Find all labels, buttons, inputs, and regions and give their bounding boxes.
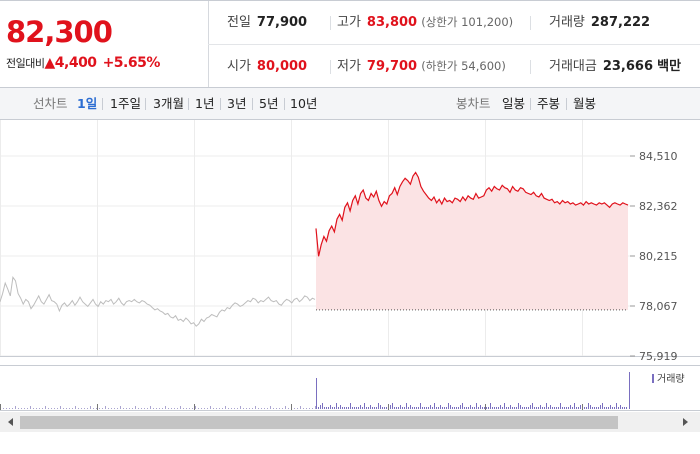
change-percent: +5.65%: [102, 55, 161, 71]
scrollbar-thumb[interactable]: [20, 416, 618, 429]
today-area-fill: [316, 172, 628, 310]
period-3y-button[interactable]: 3년: [227, 96, 247, 111]
divider: [330, 60, 331, 74]
weekly-candle-button[interactable]: 주봉: [537, 96, 561, 111]
stat-low: 저가 79,700 (하한가 54,600): [337, 45, 506, 88]
today-series: [315, 171, 629, 311]
today-price-line: [315, 171, 629, 257]
stat-value: 23,666: [602, 59, 654, 74]
row-divider: [208, 44, 700, 45]
period-1w-button[interactable]: 1주일: [110, 96, 141, 111]
y-tick-label: 84,510: [639, 150, 678, 163]
divider: [252, 98, 253, 110]
up-arrow-icon: ▲: [44, 55, 55, 71]
divider: [566, 98, 567, 110]
chart-scrollbar[interactable]: [0, 412, 700, 432]
price-panel: 82,300 전일대비▲4,400 +5.65%: [0, 1, 209, 87]
stat-label: 고가: [337, 15, 361, 30]
upper-limit: (상한가 101,200): [421, 15, 514, 29]
prev-day-line: [0, 276, 316, 327]
stat-amount: 거래대금 23,666 백만: [549, 45, 681, 88]
price-chart: 84,510 82,362 80,215 78,067 75,919 거래량: [0, 120, 700, 450]
chart-svg: 84,510 82,362 80,215 78,067 75,919 거래량: [0, 120, 700, 432]
stat-volume: 거래량 287,222: [549, 1, 650, 44]
stat-label: 거래대금: [549, 59, 597, 74]
stat-label: 거래량: [549, 15, 585, 30]
stat-value: 80,000: [256, 59, 308, 74]
stat-prev-close: 전일 77,900: [227, 1, 307, 44]
period-3m-button[interactable]: 3개월: [153, 96, 184, 111]
quote-header: 82,300 전일대비▲4,400 +5.65% 전일 77,900 고가 83,80…: [0, 0, 700, 88]
stat-label: 전일: [227, 15, 251, 30]
candle-chart-label: 봉차트: [456, 96, 491, 111]
period-1d-button[interactable]: 1일: [77, 96, 98, 111]
change-value: 4,400: [54, 55, 97, 71]
period-10y-button[interactable]: 10년: [290, 96, 318, 111]
divider: [188, 98, 189, 110]
y-tick-label: 78,067: [639, 300, 678, 313]
stat-unit: 백만: [657, 59, 682, 74]
stat-open: 시가 80,000: [227, 45, 307, 88]
period-1y-button[interactable]: 1년: [195, 96, 215, 111]
divider: [530, 16, 531, 30]
stat-value: 79,700: [366, 59, 418, 74]
stat-high: 고가 83,800 (상한가 101,200): [337, 1, 513, 44]
prev-day-series: [0, 276, 316, 327]
current-price: 82,300: [6, 15, 113, 49]
chart-toolbar: 선차트 1일 1주일 3개월 1년 3년 5년 10년 봉차트 일봉 주봉 월봉: [0, 88, 700, 120]
stat-value: 77,900: [256, 15, 308, 30]
daily-candle-button[interactable]: 일봉: [502, 96, 526, 111]
stat-label: 저가: [337, 59, 361, 74]
divider: [284, 98, 285, 110]
volume-legend: 거래량: [652, 373, 685, 385]
change-row: 전일대비▲4,400 +5.65%: [6, 55, 160, 71]
y-tick-label: 82,362: [639, 200, 678, 213]
volume-legend-swatch: [652, 374, 654, 383]
stat-value: 83,800: [366, 15, 418, 30]
divider: [530, 98, 531, 110]
volume-panel: [0, 372, 630, 410]
y-tick-label: 75,919: [639, 350, 678, 363]
line-chart-label: 선차트: [33, 96, 68, 111]
divider: [102, 98, 103, 110]
monthly-candle-button[interactable]: 월봉: [573, 96, 597, 111]
period-5y-button[interactable]: 5년: [259, 96, 279, 111]
lower-limit: (하한가 54,600): [421, 59, 506, 73]
stat-value: 287,222: [590, 15, 651, 30]
volume-legend-label: 거래량: [657, 373, 685, 385]
change-label: 전일대비: [6, 57, 45, 70]
divider: [530, 60, 531, 74]
stat-label: 시가: [227, 59, 251, 74]
scroll-left-icon[interactable]: [8, 418, 13, 426]
divider: [145, 98, 146, 110]
divider: [330, 16, 331, 30]
divider: [220, 98, 221, 110]
y-axis: 84,510 82,362 80,215 78,067 75,919: [630, 150, 678, 363]
scroll-right-icon[interactable]: [683, 418, 688, 426]
y-tick-label: 80,215: [639, 250, 678, 263]
